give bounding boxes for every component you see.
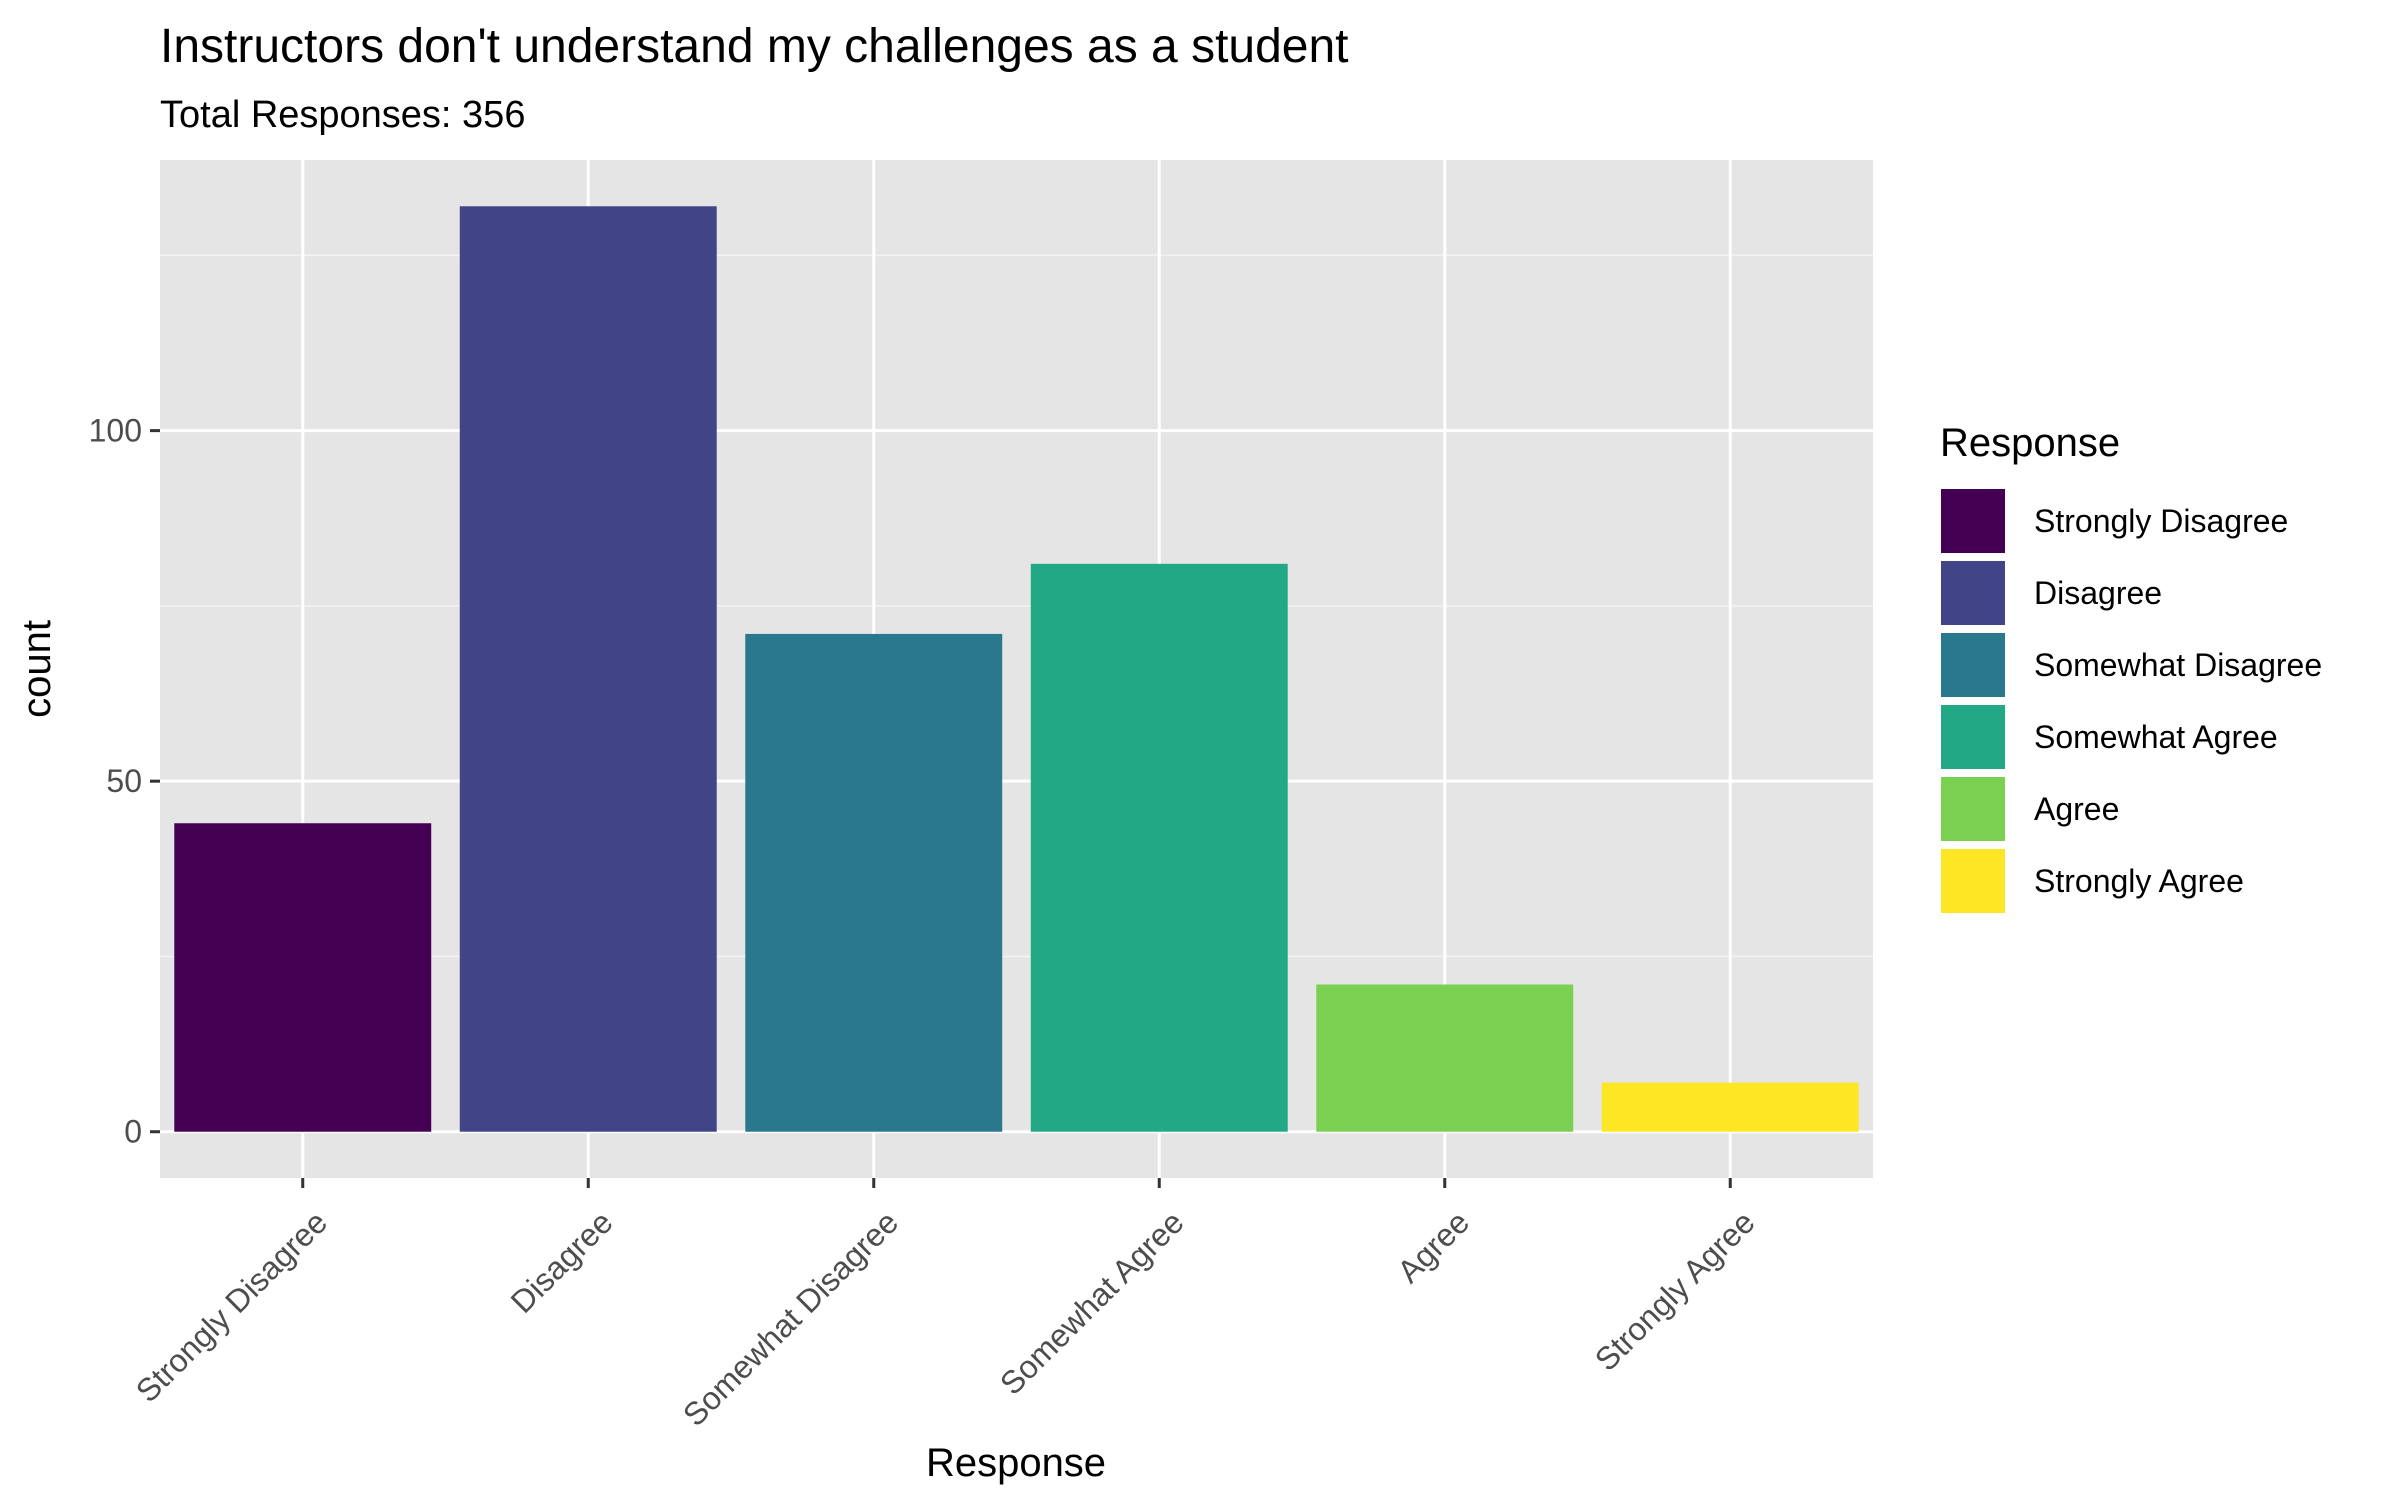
legend-key [1939, 847, 2007, 915]
y-axis-title: count [15, 620, 59, 718]
y-tick-label: 100 [89, 413, 142, 449]
y-axis: 0 50 100 [89, 413, 160, 1150]
legend-key [1939, 703, 2007, 771]
legend-label: Disagree [2034, 575, 2162, 611]
legend-key [1939, 487, 2007, 555]
x-axis-title: Response [926, 1441, 1106, 1485]
legend-label: Strongly Disagree [2034, 503, 2288, 539]
bar [1316, 984, 1574, 1132]
bar [1030, 563, 1288, 1132]
bar [459, 206, 717, 1132]
x-tick-label: Somewhat Agree [993, 1204, 1191, 1402]
legend: Response Strongly Disagree Disagree Somewh… [1939, 421, 2322, 915]
legend-key [1939, 775, 2007, 843]
x-tick-label: Strongly Disagree [129, 1204, 334, 1409]
bar [174, 823, 432, 1132]
bar [1601, 1082, 1859, 1132]
y-tick-label: 50 [106, 763, 142, 799]
minor-gridlines [160, 254, 1873, 958]
bars [174, 206, 1859, 1132]
legend-key [1939, 559, 2007, 627]
legend-key [1939, 631, 2007, 699]
legend-label: Somewhat Disagree [2034, 647, 2322, 683]
x-tick-label: Somewhat Disagree [676, 1204, 905, 1433]
legend-title: Response [1940, 421, 2120, 465]
x-tick-label: Strongly Agree [1588, 1204, 1762, 1378]
plot-panel [160, 160, 1873, 1178]
bar [745, 633, 1003, 1132]
chart-title: Instructors don't understand my challeng… [160, 20, 1349, 73]
legend-label: Agree [2034, 791, 2119, 827]
legend-label: Somewhat Agree [2034, 719, 2278, 755]
x-axis: Strongly Disagree Disagree Somewhat Disagr… [129, 1178, 1762, 1433]
x-tick-label: Agree [1390, 1204, 1476, 1290]
y-tick-label: 0 [124, 1114, 142, 1150]
x-tick-label: Disagree [504, 1204, 620, 1320]
legend-label: Strongly Agree [2034, 863, 2244, 899]
chart-subtitle: Total Responses: 356 [160, 94, 525, 136]
